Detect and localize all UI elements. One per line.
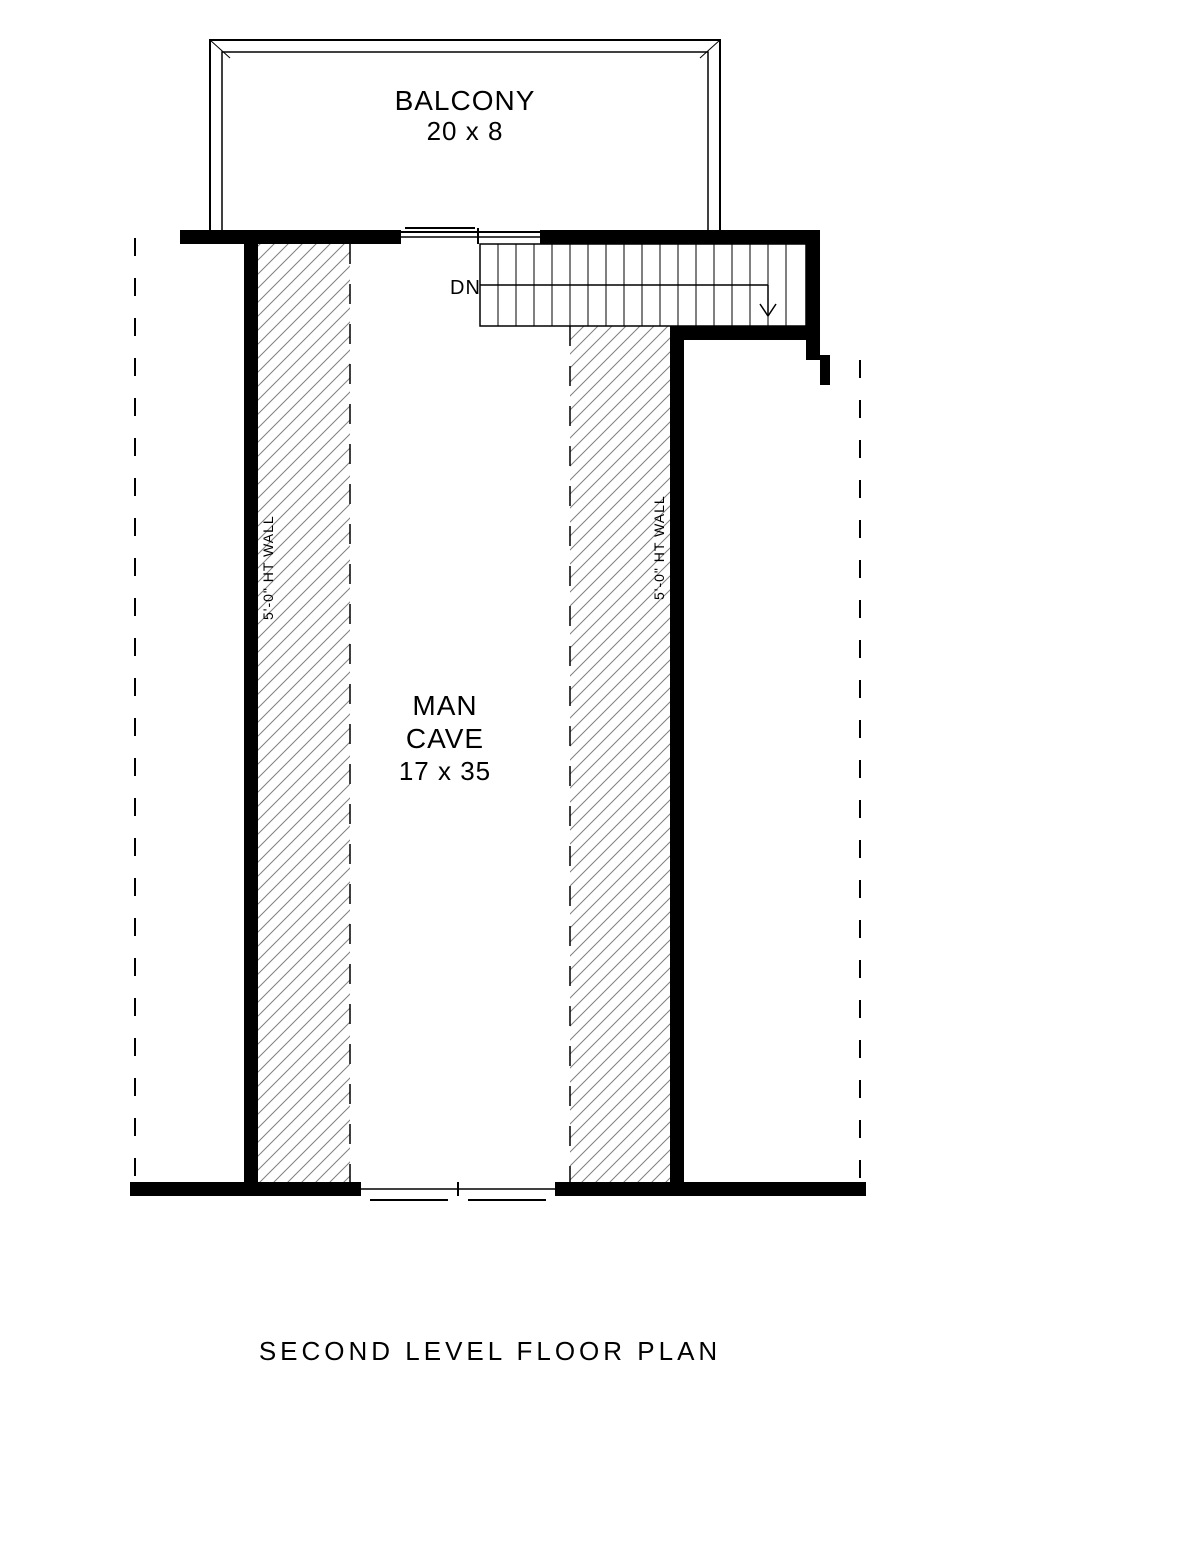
wall-height-label-left: 5'-0" HT WALL [260, 515, 276, 620]
mancave-label-2: CAVE [406, 723, 484, 754]
balcony: BALCONY 20 x 8 [210, 40, 720, 232]
floor-plan-page: BALCONY 20 x 8 [0, 0, 1200, 1555]
balcony-label: BALCONY [395, 85, 536, 116]
balcony-dimensions: 20 x 8 [427, 116, 504, 146]
floor-plan-svg: BALCONY 20 x 8 [0, 0, 1200, 1555]
hatch-left [258, 244, 350, 1182]
mancave-label-1: MAN [412, 690, 477, 721]
stairs: DN [450, 244, 806, 326]
wall-height-label-right: 5'-0" HT WALL [651, 495, 667, 600]
mancave-dimensions: 17 x 35 [399, 756, 491, 786]
plan-title: SECOND LEVEL FLOOR PLAN [259, 1336, 721, 1366]
hatch-right [570, 326, 670, 1182]
man-cave: MAN CAVE 17 x 35 5'-0" HT WALL 5'-0" HT … [130, 228, 866, 1200]
stairs-dn-label: DN [450, 277, 481, 299]
